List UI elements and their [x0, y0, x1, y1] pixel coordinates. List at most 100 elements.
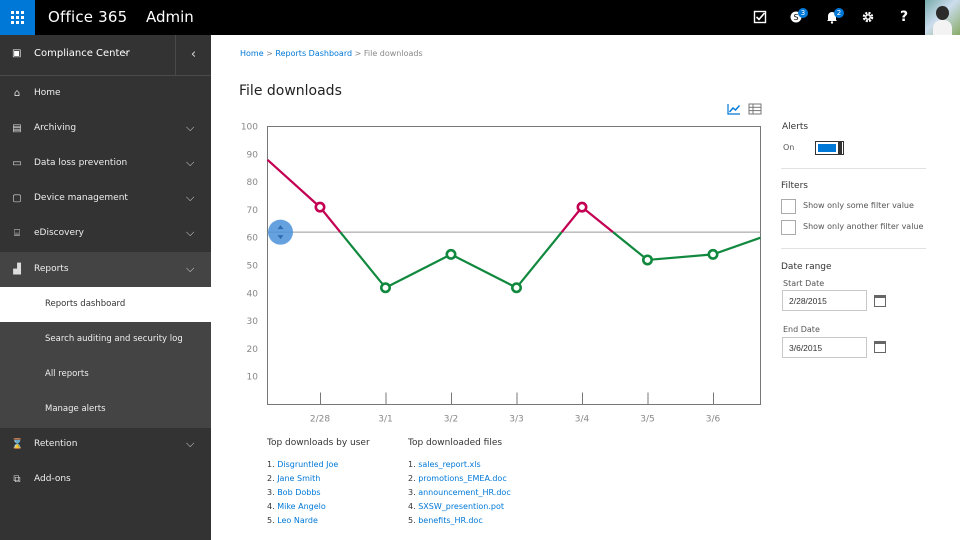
top-user-item: 2. Jane Smith	[267, 474, 320, 483]
x-tick-label: 3/6	[706, 415, 721, 425]
notifications-bell-icon[interactable]: 2	[814, 0, 850, 35]
top-file-item-link[interactable]: promotions_EMEA.doc	[418, 474, 507, 483]
start-date-input[interactable]	[782, 290, 867, 311]
sidebar-item-archiving[interactable]: ▤ Archiving ⌵	[0, 111, 211, 146]
data-point[interactable]	[641, 254, 653, 266]
top-files-title: Top downloaded files	[408, 438, 503, 448]
retention-icon: ⌛	[11, 439, 24, 450]
tasks-checkbox-icon[interactable]	[742, 0, 778, 35]
sidebar-item-label: Home	[34, 88, 61, 98]
list-rank: 1.	[267, 460, 278, 469]
y-tick-label: 10	[247, 373, 259, 383]
data-point[interactable]	[380, 282, 392, 294]
series-segment	[712, 236, 761, 256]
collapse-sidebar-icon[interactable]: ‹	[175, 35, 211, 76]
filter-checkbox-1[interactable]	[781, 199, 796, 214]
sidebar-subitem-all-reports[interactable]: All reports	[0, 357, 211, 392]
end-date-input[interactable]	[782, 337, 867, 358]
top-user-item-link[interactable]: Mike Angelo	[277, 502, 326, 511]
list-rank: 3.	[408, 488, 419, 497]
help-question-icon[interactable]: ?	[899, 9, 909, 25]
sidebar-title: Compliance Center	[34, 48, 130, 59]
data-point[interactable]	[707, 248, 719, 260]
sidebar-item-reports[interactable]: ▟ Reports ⌵	[0, 252, 211, 287]
top-file-item-link[interactable]: benefits_HR.doc	[418, 516, 483, 525]
sidebar-subitem-label: Reports dashboard	[45, 299, 126, 309]
sidebar-subitem-label: All reports	[45, 369, 89, 379]
calendar-icon[interactable]	[874, 295, 886, 307]
sidebar-item-device-management[interactable]: ▢ Device management ⌵	[0, 181, 211, 216]
sidebar-subitem-reports-dashboard[interactable]: Reports dashboard	[0, 287, 211, 322]
data-point[interactable]	[510, 282, 522, 294]
sidebar-item-label: Archiving	[34, 123, 77, 133]
top-user-item-link[interactable]: Disgruntled Joe	[277, 460, 339, 469]
start-date-label: Start Date	[783, 279, 825, 288]
arrow-down-icon	[277, 235, 284, 240]
filter-checkbox-2[interactable]	[781, 220, 796, 235]
series-segment	[339, 231, 387, 289]
skype-help-icon[interactable]: S 3	[778, 0, 814, 35]
data-point[interactable]	[314, 201, 326, 213]
x-tick-label: 3/3	[509, 415, 523, 425]
brand-title[interactable]: Office 365	[48, 8, 128, 26]
calendar-icon[interactable]	[874, 341, 886, 353]
sidebar-subitem-manage-alerts[interactable]: Manage alerts	[0, 392, 211, 427]
y-tick-label: 50	[247, 262, 259, 272]
top-file-item-link[interactable]: SXSW_presention.pot	[418, 502, 504, 511]
series-segment	[647, 253, 714, 262]
help-badge: 3	[798, 8, 808, 18]
end-date-label: End Date	[783, 325, 820, 334]
sidebar-item-data-loss-prevention[interactable]: ▭ Data loss prevention ⌵	[0, 146, 211, 181]
sidebar-header[interactable]: ▣ Compliance Center ⌵ ‹	[0, 35, 211, 76]
series-segment	[385, 253, 452, 289]
data-point[interactable]	[576, 201, 588, 213]
sidebar-item-add-ons[interactable]: ⧉ Add-ons	[0, 462, 211, 497]
sidebar-item-label: Add-ons	[34, 474, 71, 484]
plot-frame	[267, 126, 761, 405]
data-point[interactable]	[445, 248, 457, 260]
sidebar-item-label: Data loss prevention	[34, 158, 128, 168]
file-downloads-chart[interactable]: 10 20 30 40 50 60 70 80 90 100 2/28 3/1 3/2 3/3 3/4 3/…	[230, 118, 770, 430]
top-file-item-link[interactable]: announcement_HR.doc	[418, 488, 511, 497]
series-segment	[515, 231, 563, 289]
breadcrumb-home-link[interactable]: Home	[240, 49, 264, 58]
series-segment	[581, 206, 614, 233]
top-file-item: 4. SXSW_presention.pot	[408, 502, 504, 511]
x-tick-label: 2/28	[310, 415, 330, 425]
sidebar-subitem-search-auditing[interactable]: Search auditing and security log	[0, 322, 211, 357]
list-rank: 2.	[267, 474, 278, 483]
sidebar-item-retention[interactable]: ⌛ Retention ⌵	[0, 427, 211, 462]
list-rank: 4.	[408, 502, 419, 511]
top-user-item-link[interactable]: Jane Smith	[277, 474, 321, 483]
x-tick-label: 3/5	[640, 415, 654, 425]
settings-gear-icon[interactable]	[850, 0, 886, 35]
app-launcher-icon[interactable]	[0, 0, 35, 35]
top-user-item-link[interactable]: Bob Dobbs	[277, 488, 321, 497]
chevron-down-icon[interactable]: ⌵	[122, 46, 130, 57]
avatar[interactable]	[925, 0, 960, 35]
top-user-item-link[interactable]: Leo Narde	[277, 516, 318, 525]
table-view-icon[interactable]	[748, 103, 762, 115]
line-chart-view-icon[interactable]	[727, 103, 741, 115]
chevron-down-icon: ⌵	[186, 437, 195, 450]
alerts-toggle[interactable]	[815, 141, 844, 155]
alerts-label: Alerts	[782, 122, 809, 132]
sidebar-item-label: eDiscovery	[34, 228, 85, 238]
top-user-item: 3. Bob Dobbs	[267, 488, 321, 497]
threshold-handle[interactable]	[268, 219, 293, 245]
archive-icon: ▤	[12, 123, 22, 134]
notifications-badge: 2	[834, 8, 844, 18]
y-tick-label: 90	[247, 150, 259, 160]
sidebar-item-ediscovery[interactable]: ⌸ eDiscovery ⌵	[0, 216, 211, 251]
list-rank: 4.	[267, 502, 278, 511]
home-icon: ⌂	[13, 88, 21, 99]
top-file-item-link[interactable]: sales_report.xls	[418, 460, 481, 469]
filter-label-1: Show only some filter value	[803, 201, 914, 210]
threshold-handle-circle[interactable]	[268, 219, 293, 245]
y-tick-label: 80	[247, 178, 259, 188]
y-tick-label: 30	[247, 317, 259, 327]
sidebar-item-home[interactable]: ⌂ Home	[0, 76, 211, 111]
breadcrumb-dashboard-link[interactable]: Reports Dashboard	[275, 49, 353, 58]
top-user-item: 1. Disgruntled Joe	[267, 460, 338, 469]
top-file-item: 3. announcement_HR.doc	[408, 488, 511, 497]
